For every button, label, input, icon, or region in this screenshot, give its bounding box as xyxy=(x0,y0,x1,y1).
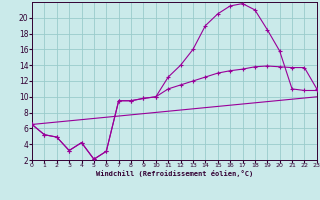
X-axis label: Windchill (Refroidissement éolien,°C): Windchill (Refroidissement éolien,°C) xyxy=(96,170,253,177)
